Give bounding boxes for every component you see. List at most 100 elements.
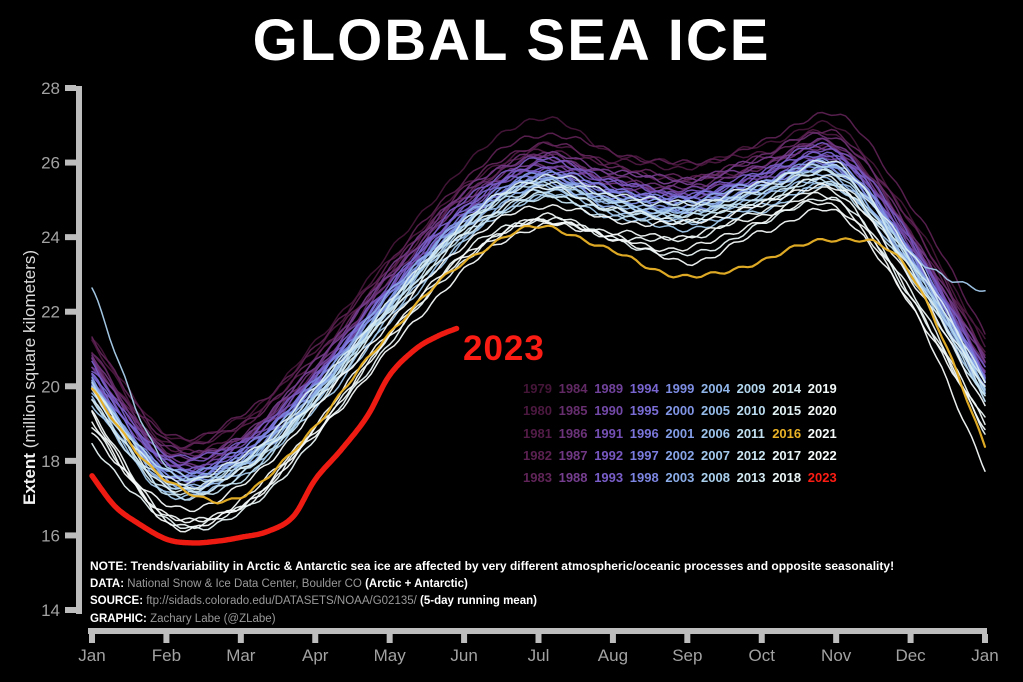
legend-year-1991: 1991	[594, 425, 624, 441]
legend-year-1988: 1988	[558, 470, 588, 486]
legend-year-2010: 2010	[736, 403, 766, 419]
note-line-3: SOURCE: ftp://sidads.colorado.edu/DATASE…	[90, 593, 894, 611]
note-segment-bold: (5-day running mean)	[420, 595, 537, 608]
chart-title: GLOBAL SEA ICE	[252, 8, 771, 73]
series-line-2013	[91, 168, 986, 491]
legend-year-2020: 2020	[807, 403, 837, 419]
note-segment-bold: NOTE: Trends/variability in Arctic & Ant…	[90, 559, 895, 573]
legend-year-1990: 1990	[594, 403, 624, 419]
series-line-2019	[91, 191, 986, 524]
series-lines	[89, 111, 987, 546]
y-tick	[65, 234, 76, 241]
legend-year-2007: 2007	[701, 447, 730, 463]
note-segment-bold: DATA:	[90, 577, 128, 590]
legend-year-2018: 2018	[772, 470, 802, 486]
legend-year-1987: 1987	[558, 447, 588, 463]
legend-year-2017: 2017	[772, 447, 802, 463]
series-line-1982	[91, 111, 986, 442]
legend-year-2011: 2011	[736, 425, 765, 441]
x-tick	[237, 634, 244, 643]
legend-year-1998: 1998	[629, 470, 659, 486]
x-tick-label: Nov	[821, 646, 852, 665]
legend-year-1986: 1986	[558, 425, 588, 441]
note-segment-bold: GRAPHIC:	[90, 612, 151, 625]
series-line-2023	[89, 325, 460, 546]
note-line-2: DATA: National Snow & Ice Data Center, B…	[90, 576, 894, 594]
legend-year-1984: 1984	[558, 381, 588, 396]
x-tick	[982, 634, 989, 643]
x-tick	[89, 634, 95, 643]
series-line-1992	[91, 141, 986, 460]
x-tick-label: Aug	[598, 646, 628, 665]
x-tick	[833, 634, 840, 643]
y-tick	[65, 159, 76, 166]
series-line-2014	[91, 159, 986, 486]
note-segment: National Snow & Ice Data Center, Boulder…	[127, 577, 366, 590]
legend-year-1995: 1995	[629, 403, 659, 419]
legend-year-1983: 1983	[523, 470, 552, 486]
y-tick	[65, 383, 76, 390]
legend-year-2009: 2009	[736, 381, 766, 396]
note-line-1: NOTE: Trends/variability in Arctic & Ant…	[90, 558, 894, 576]
x-axis-spine	[88, 628, 987, 634]
x-tick	[758, 634, 765, 643]
series-line-2007	[91, 182, 986, 501]
legend-year-2003: 2003	[665, 470, 695, 486]
y-tick-label: 14	[41, 601, 60, 620]
legend-year-1999: 1999	[665, 381, 695, 396]
x-tick	[386, 634, 393, 643]
x-tick-label: Feb	[152, 646, 181, 665]
y-tick-label: 16	[41, 526, 60, 545]
legend-year-1996: 1996	[629, 425, 659, 441]
legend-year-1997: 1997	[629, 447, 659, 463]
legend-year-1993: 1993	[594, 470, 624, 486]
y-tick	[65, 457, 76, 464]
legend-year-1982: 1982	[523, 447, 552, 463]
series-line-2011	[91, 176, 986, 501]
series-line-2016	[90, 224, 987, 505]
y-tick-label: 18	[41, 452, 60, 471]
note-segment-bold: SOURCE:	[90, 595, 147, 608]
legend-year-2004: 2004	[701, 381, 730, 396]
series-line-1979	[91, 116, 986, 443]
x-tick	[684, 634, 691, 643]
legend-year-1985: 1985	[558, 403, 588, 419]
y-tick	[65, 532, 76, 539]
series-line-2022	[91, 207, 986, 533]
series-line-2000	[91, 157, 986, 475]
x-tick-label: Jun	[450, 646, 477, 665]
x-tick	[312, 634, 319, 643]
legend-year-1979: 1979	[523, 381, 552, 396]
y-tick	[65, 85, 76, 92]
note-line-4: GRAPHIC: Zachary Labe (@ZLabe)	[90, 611, 894, 629]
y-axis-title-units: (million square kilometers)	[20, 249, 39, 454]
x-tick	[907, 634, 914, 643]
x-tick-label: Jul	[528, 646, 550, 665]
annotation-2023: 2023	[463, 329, 545, 368]
y-tick	[65, 607, 76, 613]
series-line-1993	[91, 151, 986, 471]
legend-year-2022: 2022	[807, 447, 837, 463]
series-line-2018	[91, 186, 986, 530]
y-tick-label: 24	[41, 228, 60, 247]
notes: NOTE: Trends/variability in Arctic & Ant…	[90, 558, 894, 628]
x-tick-label: Mar	[226, 646, 256, 665]
legend-year-1992: 1992	[594, 447, 624, 463]
x-tick-label: Dec	[895, 646, 926, 665]
series-line-1983	[91, 128, 986, 450]
x-tick-label: Jan	[78, 646, 105, 665]
y-axis-spine	[76, 86, 82, 614]
legend-year-2000: 2000	[665, 403, 695, 419]
legend-year-2019: 2019	[807, 381, 837, 396]
x-tick-label: Jan	[971, 646, 998, 665]
legend-year-2023: 2023	[807, 470, 837, 486]
legend-year-2002: 2002	[665, 447, 695, 463]
series-line-1994	[91, 151, 986, 475]
legend-year-2012: 2012	[736, 447, 766, 463]
legend-year-1994: 1994	[629, 381, 659, 396]
series-line-2021	[91, 182, 986, 513]
legend-year-1980: 1980	[523, 403, 552, 419]
